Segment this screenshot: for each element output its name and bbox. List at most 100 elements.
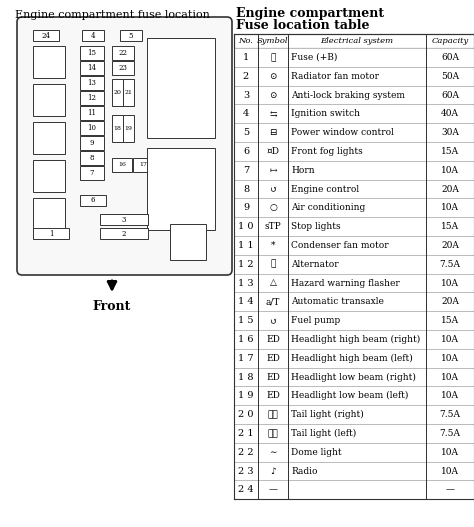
Text: 17: 17 bbox=[139, 162, 147, 168]
Bar bbox=[234, 330, 474, 349]
Text: Radio: Radio bbox=[291, 466, 318, 475]
Text: 1 8: 1 8 bbox=[238, 373, 254, 382]
Bar bbox=[33, 198, 65, 230]
Text: 50A: 50A bbox=[441, 72, 459, 81]
Text: 10A: 10A bbox=[441, 373, 459, 382]
Bar bbox=[234, 85, 474, 104]
Bar bbox=[100, 228, 148, 239]
Text: 2: 2 bbox=[122, 229, 126, 238]
Text: 10A: 10A bbox=[441, 278, 459, 288]
Bar bbox=[234, 104, 474, 123]
Text: ⇆: ⇆ bbox=[269, 109, 277, 118]
Bar bbox=[133, 158, 153, 172]
Text: Hazard warning flasher: Hazard warning flasher bbox=[291, 278, 400, 288]
Text: Engine compartment: Engine compartment bbox=[236, 7, 384, 20]
Text: 10: 10 bbox=[88, 124, 97, 132]
Bar bbox=[234, 142, 474, 161]
Text: 7: 7 bbox=[90, 169, 94, 177]
Text: Dome light: Dome light bbox=[291, 448, 342, 457]
Text: 1 5: 1 5 bbox=[238, 316, 254, 325]
Text: ED: ED bbox=[266, 392, 280, 401]
Text: Radiator fan motor: Radiator fan motor bbox=[291, 72, 379, 81]
Bar bbox=[234, 368, 474, 386]
Bar bbox=[33, 122, 65, 154]
Bar bbox=[234, 405, 474, 424]
Text: —: — bbox=[268, 485, 277, 494]
Text: 12: 12 bbox=[88, 94, 97, 102]
Text: *: * bbox=[271, 241, 275, 250]
Text: 10A: 10A bbox=[441, 335, 459, 344]
Text: 4: 4 bbox=[243, 109, 249, 118]
Bar bbox=[100, 214, 148, 225]
Text: ⎓: ⎓ bbox=[270, 53, 276, 62]
Text: 1 6: 1 6 bbox=[238, 335, 254, 344]
Bar bbox=[120, 30, 142, 41]
Bar bbox=[234, 180, 474, 198]
Bar bbox=[234, 311, 474, 330]
Text: 21: 21 bbox=[125, 90, 133, 95]
Bar bbox=[112, 115, 123, 142]
Bar bbox=[170, 224, 206, 260]
Text: 1 1: 1 1 bbox=[238, 241, 254, 250]
Text: △: △ bbox=[270, 278, 276, 288]
Text: 1 0: 1 0 bbox=[238, 222, 254, 231]
Text: Headlight low beam (right): Headlight low beam (right) bbox=[291, 373, 416, 382]
Bar bbox=[147, 38, 215, 138]
Text: ⊙: ⊙ bbox=[269, 91, 277, 100]
Text: 15A: 15A bbox=[441, 147, 459, 156]
Text: Air conditioning: Air conditioning bbox=[291, 203, 365, 212]
FancyBboxPatch shape bbox=[17, 17, 232, 275]
Text: Front fog lights: Front fog lights bbox=[291, 147, 363, 156]
Text: ¤D: ¤D bbox=[266, 147, 280, 156]
Text: ⊟: ⊟ bbox=[269, 128, 277, 137]
Bar bbox=[234, 198, 474, 217]
Text: Horn: Horn bbox=[291, 165, 315, 174]
Text: 7.5A: 7.5A bbox=[439, 429, 461, 438]
Text: 11: 11 bbox=[88, 109, 97, 117]
Text: 1 3: 1 3 bbox=[238, 278, 254, 288]
Text: 1 2: 1 2 bbox=[238, 260, 254, 269]
Text: ❥❥: ❥❥ bbox=[268, 410, 278, 419]
Text: 8: 8 bbox=[243, 184, 249, 193]
Text: ↺: ↺ bbox=[269, 316, 277, 325]
Text: 60A: 60A bbox=[441, 53, 459, 62]
Text: Fuse (+B): Fuse (+B) bbox=[291, 53, 337, 62]
Text: 2 1: 2 1 bbox=[238, 429, 254, 438]
Bar bbox=[234, 481, 474, 499]
Bar bbox=[123, 115, 134, 142]
Text: 2 3: 2 3 bbox=[238, 466, 254, 475]
Text: 1 9: 1 9 bbox=[238, 392, 254, 401]
Text: 8: 8 bbox=[90, 154, 94, 162]
Bar bbox=[234, 274, 474, 292]
Text: 22: 22 bbox=[118, 49, 128, 57]
Text: Electrical system: Electrical system bbox=[320, 37, 393, 45]
Text: 3: 3 bbox=[122, 216, 126, 223]
Bar bbox=[33, 228, 69, 239]
Bar bbox=[112, 61, 134, 75]
Bar bbox=[234, 386, 474, 405]
Text: 15A: 15A bbox=[441, 316, 459, 325]
Text: 10A: 10A bbox=[441, 354, 459, 363]
Bar bbox=[80, 166, 104, 180]
Bar bbox=[234, 48, 474, 67]
Text: 20A: 20A bbox=[441, 184, 459, 193]
Bar bbox=[80, 151, 104, 165]
Bar bbox=[80, 61, 104, 75]
Bar bbox=[234, 349, 474, 368]
Text: Condenser fan motor: Condenser fan motor bbox=[291, 241, 389, 250]
Bar bbox=[33, 84, 65, 116]
Text: 40A: 40A bbox=[441, 109, 459, 118]
Text: Fuel pump: Fuel pump bbox=[291, 316, 340, 325]
Bar bbox=[80, 121, 104, 135]
Text: 20A: 20A bbox=[441, 241, 459, 250]
Text: Fuse location table: Fuse location table bbox=[236, 19, 370, 32]
Bar bbox=[33, 160, 65, 192]
Bar bbox=[234, 462, 474, 481]
Text: 5: 5 bbox=[129, 32, 133, 40]
Bar bbox=[112, 46, 134, 60]
Text: Automatic transaxle: Automatic transaxle bbox=[291, 297, 384, 306]
Text: Front: Front bbox=[93, 300, 131, 313]
Text: 10A: 10A bbox=[441, 165, 459, 174]
Bar bbox=[112, 158, 132, 172]
Text: 15A: 15A bbox=[441, 222, 459, 231]
